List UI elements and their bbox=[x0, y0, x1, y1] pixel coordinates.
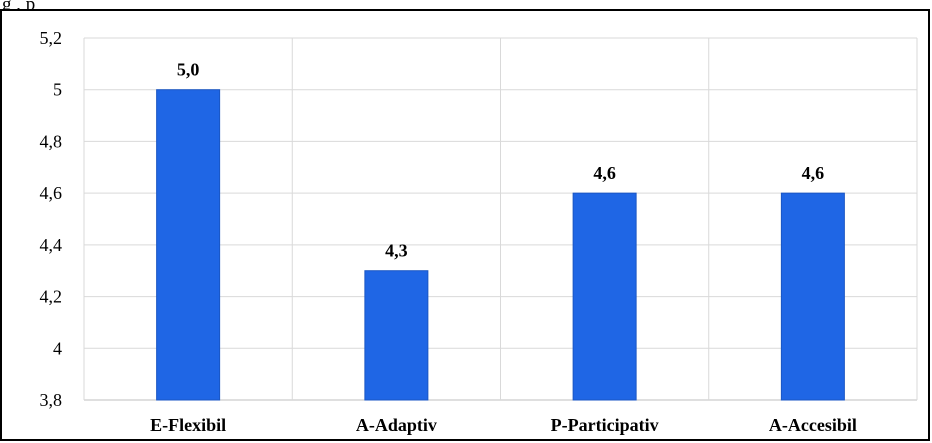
bar bbox=[156, 89, 221, 401]
x-tick-label: P-Participativ bbox=[551, 415, 659, 435]
chart-frame: 3,8 4 4,2 4,4 4,6 4,8 5 5,2 5,0 E-Flexibil 4,3 A-Ad… bbox=[0, 9, 930, 441]
y-tick-label: 4,6 bbox=[40, 183, 63, 203]
bar-chart: 3,8 4 4,2 4,4 4,6 4,8 5 5,2 5,0 E-Flexibil 4,3 A-Ad… bbox=[40, 28, 918, 435]
y-tick-label: 5,2 bbox=[40, 28, 63, 48]
y-tick-label: 3,8 bbox=[40, 390, 63, 410]
y-tick-label: 4,4 bbox=[40, 235, 63, 255]
data-label: 4,6 bbox=[802, 163, 825, 183]
y-tick-label: 4 bbox=[53, 338, 62, 358]
bar bbox=[572, 192, 637, 401]
x-tick-label: A-Accesibil bbox=[769, 415, 857, 435]
data-label: 4,6 bbox=[593, 163, 616, 183]
y-tick-label: 5 bbox=[53, 80, 62, 100]
x-tick-label: E-Flexibil bbox=[150, 415, 226, 435]
bar bbox=[780, 192, 845, 401]
data-label: 5,0 bbox=[177, 60, 200, 80]
bar bbox=[364, 270, 429, 401]
y-tick-label: 4,2 bbox=[40, 287, 63, 307]
x-tick-label: A-Adaptiv bbox=[356, 415, 437, 435]
data-label: 4,3 bbox=[385, 241, 408, 261]
y-tick-label: 4,8 bbox=[40, 131, 63, 151]
